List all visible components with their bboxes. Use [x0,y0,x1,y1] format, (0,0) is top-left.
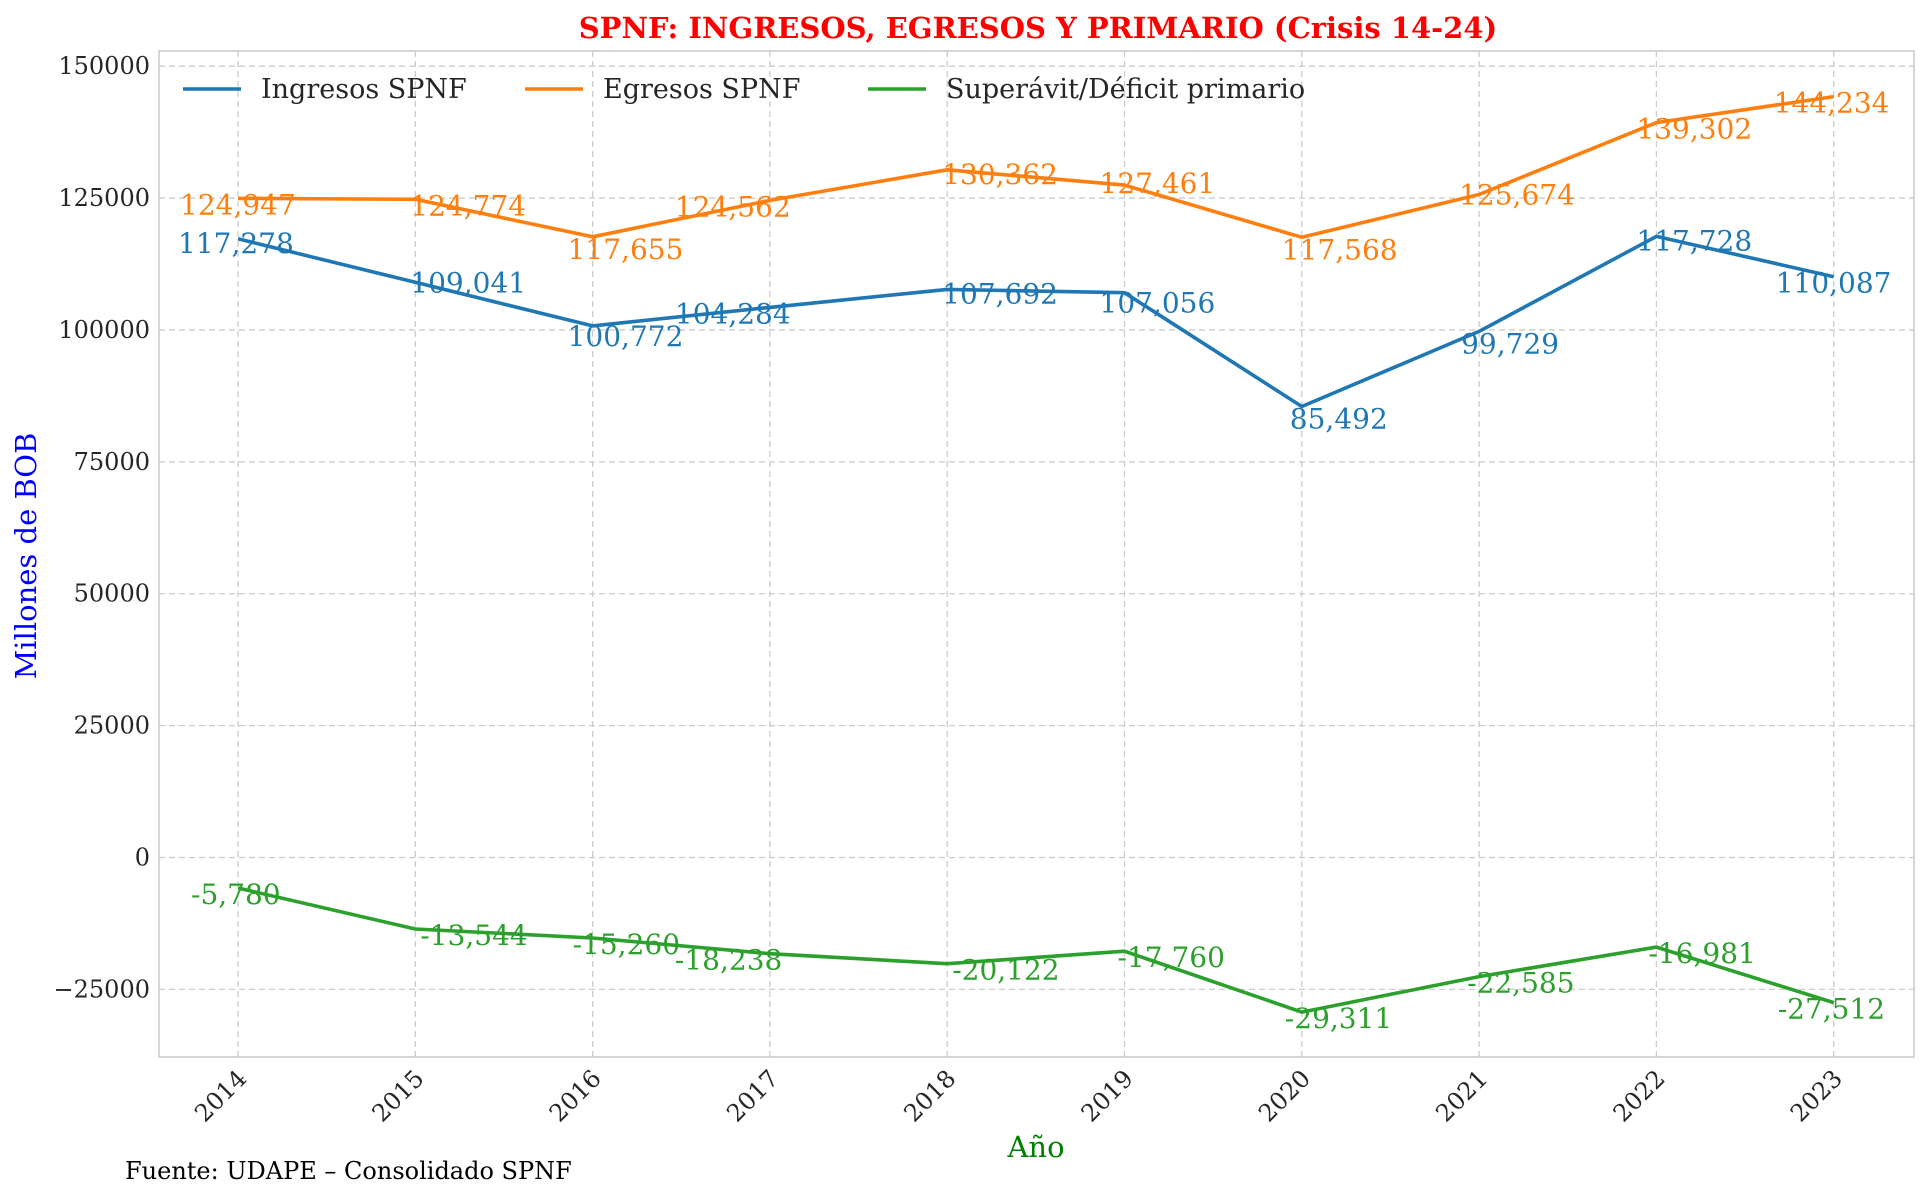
data-label: 85,492 [1290,402,1388,435]
data-label: 124,562 [675,190,791,223]
source-note: Fuente: UDAPE – Consolidado SPNF [125,1157,572,1185]
series-line [237,234,1835,409]
data-label: 117,728 [1636,224,1752,257]
data-label: 100,772 [568,320,684,353]
grid-lines [159,51,1914,1057]
data-label: -17,760 [1118,941,1225,974]
series-line [237,886,1835,1014]
data-label: 117,568 [1282,233,1398,266]
x-axis-label: Año [1006,1130,1064,1164]
data-label: -29,311 [1285,1002,1392,1035]
y-axis-label: Millones de BOB [9,433,43,680]
data-label: -13,544 [420,919,527,952]
series-line [237,94,1834,240]
y-tick-label: 75000 [74,448,150,476]
data-label: -15,260 [573,928,680,961]
data-label: 117,278 [178,227,294,260]
y-tick-label: 25000 [74,712,150,740]
data-label: -20,122 [952,954,1059,987]
data-label: 117,655 [568,233,684,266]
data-label: -27,512 [1778,993,1885,1026]
data-label: 144,234 [1774,87,1890,120]
legend-entry: Egresos SPNF [603,74,800,105]
data-label: -18,238 [675,944,782,977]
data-label: 104,284 [675,297,791,330]
data-label: 107,056 [1100,287,1216,320]
data-label: 127,461 [1100,167,1216,200]
chart-title: SPNF: INGRESOS, EGRESOS Y PRIMARIO (Cris… [579,11,1498,45]
plot-frame [158,50,1915,1058]
series-lines [237,94,1835,1014]
data-label: 130,362 [942,158,1058,191]
data-label: 99,729 [1461,327,1559,360]
data-label: 139,302 [1636,113,1752,146]
y-tick-label: 50000 [74,580,150,608]
legend-entry: Ingresos SPNF [261,74,467,105]
data-label: 124,947 [180,188,296,221]
y-tick-label: 0 [135,844,150,872]
data-label: -5,780 [191,878,281,911]
data-label: 109,041 [410,266,526,299]
data-label: 125,674 [1459,179,1575,212]
legend: Ingresos SPNF Egresos SPNF Superávit/Défic… [183,74,1305,105]
y-tick-label: −25000 [54,975,150,1003]
legend-entry: Superávit/Déficit primario [946,74,1305,105]
data-label: -22,585 [1467,967,1574,1000]
data-label: 110,087 [1776,267,1892,300]
data-label: 107,692 [942,277,1058,310]
y-tick-label: 150000 [58,52,150,80]
data-label: -16,981 [1648,937,1755,970]
y-axis-ticks: −25000 0 25000 50000 75000 100000 125000 150000 [54,52,150,1003]
data-label: 124,774 [410,189,526,222]
y-tick-label: 125000 [58,184,150,212]
y-tick-label: 100000 [58,316,150,344]
